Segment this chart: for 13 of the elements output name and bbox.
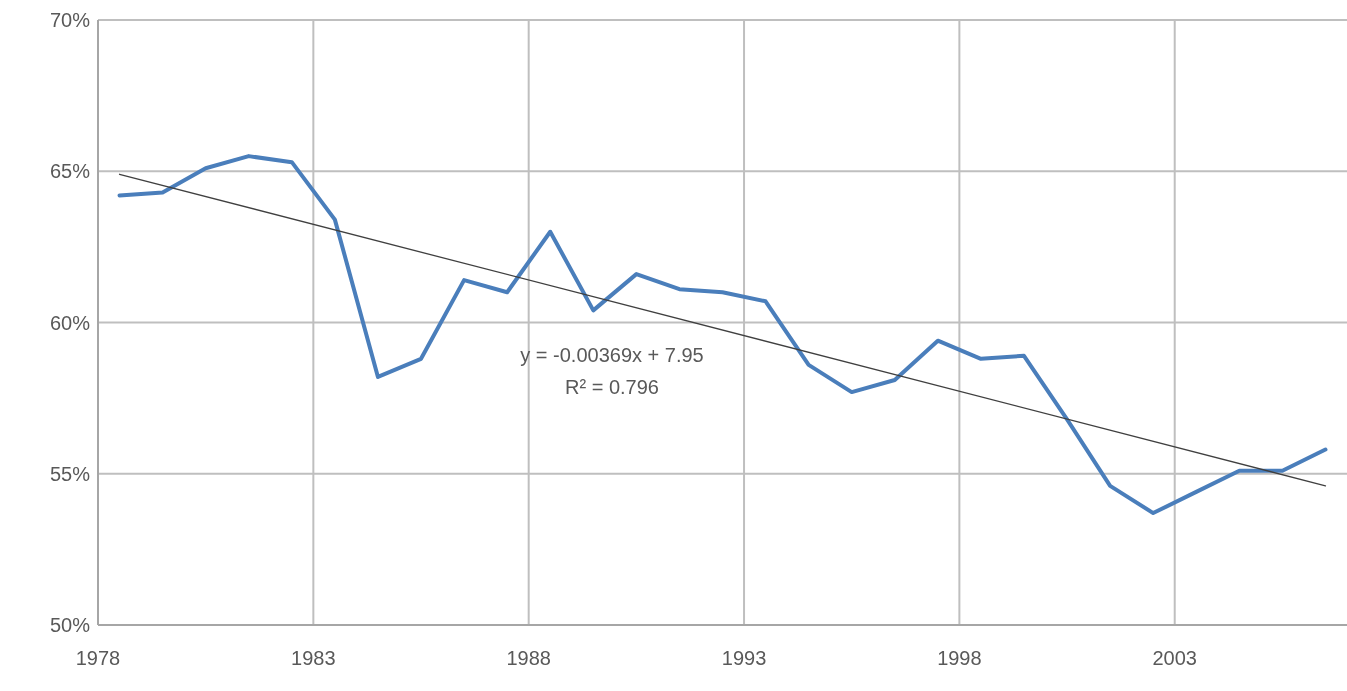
annotation: y = -0.00369x + 7.95 [520,344,704,366]
y-tick-label: 50% [49,614,91,636]
y-tick-label: 65% [49,160,91,183]
x-tick-label: 1993 [721,647,767,669]
y-tick-label: 60% [49,311,91,334]
annotation: R² = 0.796 [565,376,659,398]
x-tick-label: 1988 [506,647,551,669]
x-tick-label: 2003 [1152,647,1197,669]
x-tick-label: 1978 [75,647,121,669]
x-tick-label: 1983 [291,647,336,669]
x-tick-label: 1998 [937,647,982,669]
y-tick-label: 55% [49,462,91,485]
y-tick-label: 70% [49,9,91,31]
